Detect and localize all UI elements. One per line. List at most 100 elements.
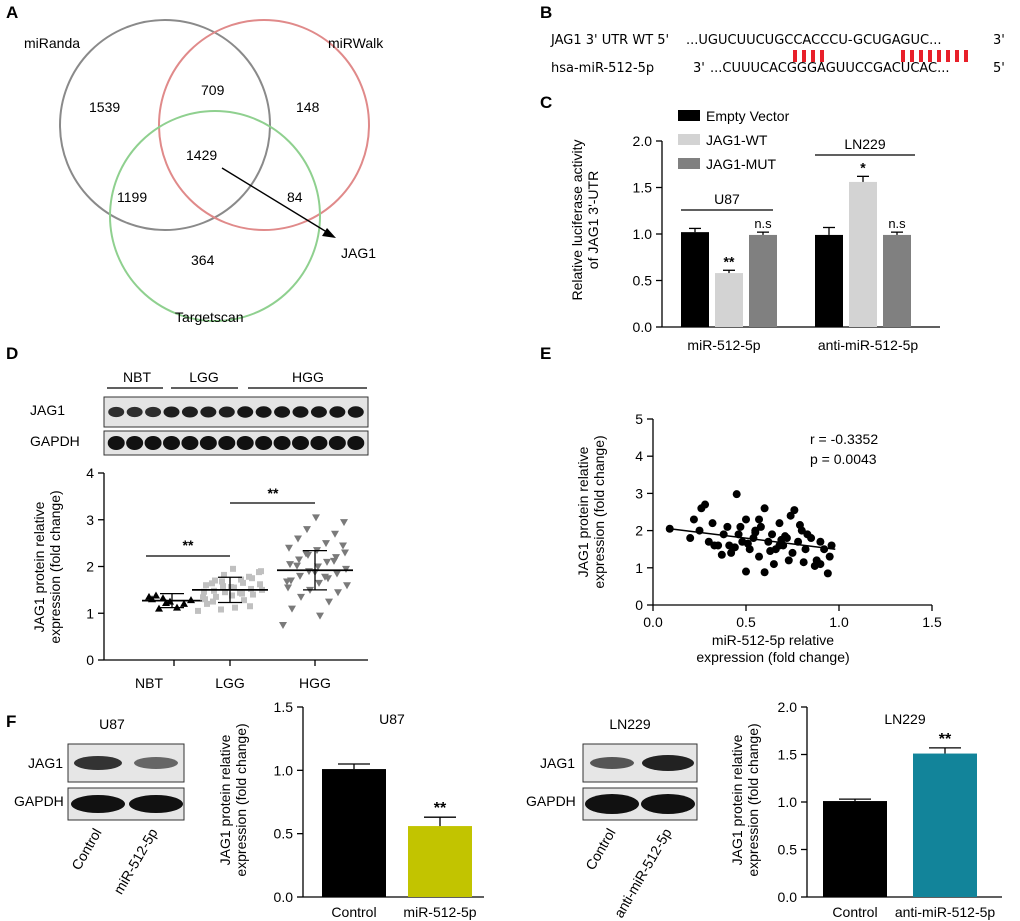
- chart-d-point-3-38: [283, 578, 291, 586]
- chart-d-point-3-8: [343, 582, 351, 590]
- chart-d-point-2-27: [247, 603, 253, 610]
- venn-circle-miranda: [59, 19, 271, 231]
- chart-d-point-3-19: [295, 556, 303, 564]
- chart-e-point-60: [755, 515, 764, 524]
- blot-d-jag1-band-3: [145, 406, 162, 418]
- chart-c-ytick-label-0: 0.0: [633, 319, 653, 335]
- chart-c-bar-2-2: [849, 181, 877, 327]
- blot-f1-row-jag1: JAG1: [28, 755, 63, 771]
- venn-diagram: miRanda miRWalk Targetscan 1539 709 148 …: [24, 19, 384, 325]
- chart-d-point-3-18: [323, 558, 331, 566]
- blot-f1-row-gapdh: GAPDH: [14, 793, 64, 809]
- chart-e-point-51: [751, 528, 760, 537]
- chart-e-xtick-label-3: 1.5: [922, 614, 942, 630]
- chart-e-point-9: [723, 522, 732, 531]
- blot-f2-title: LN229: [609, 716, 650, 732]
- chart-e-point-3: [689, 515, 698, 524]
- chart-d-point-2-23: [229, 592, 235, 599]
- chart-e-point-14: [742, 515, 750, 524]
- chart-e-point-20: [764, 537, 773, 546]
- chart-d-ytick-label-1: 1: [86, 605, 94, 621]
- chart-e-point-47: [795, 521, 804, 530]
- chart-e-correlation: JAG1 protein relative expression (fold c…: [575, 411, 942, 665]
- venn-label-targetscan: Targetscan: [175, 309, 243, 325]
- blot-d-jag1-band-10: [274, 406, 291, 418]
- chart-d-point-2-35: [218, 606, 224, 613]
- chart-c-bar-2-1: [815, 234, 843, 327]
- chart-f2-ytick-label-0: 0.0: [778, 889, 798, 905]
- chart-d-point-2-34: [246, 573, 252, 580]
- venn-circle-mirwalk: [158, 19, 370, 231]
- blot-f1-title: U87: [99, 716, 125, 732]
- blot-f2-lane-control: Control: [582, 826, 618, 873]
- pairing-mark-7: [919, 50, 923, 62]
- blot-d-group-hgg: HGG: [292, 369, 324, 385]
- blot-f2-band-jag1-control: [590, 757, 634, 769]
- chart-e-point-54: [816, 560, 825, 569]
- chart-c-category-1: miR-512-5p: [687, 337, 760, 353]
- chart-c-bar-2-3: [883, 234, 911, 327]
- chart-c-legend-label-1: Empty Vector: [706, 108, 790, 124]
- chart-d-point-2-3: [204, 600, 210, 607]
- chart-d-point-2-10: [203, 582, 209, 589]
- blot-d-jag1-strip: [103, 396, 369, 428]
- blot-d-gapdh-band-8: [236, 436, 254, 450]
- blot-d-gapdh-band-13: [328, 436, 346, 450]
- panel-letter-d: D: [6, 344, 18, 363]
- chart-e-point-30: [801, 545, 810, 554]
- chart-d-point-2-26: [210, 598, 216, 605]
- venn-count-miranda-mirwalk: 709: [201, 82, 225, 98]
- chart-e-ylabel-line2: expression (fold change): [591, 435, 607, 588]
- blot-d-gapdh-band-10: [273, 436, 291, 450]
- chart-e-ytick-label-3: 3: [635, 485, 643, 501]
- chart-e-xtick-label-2: 1.0: [829, 614, 849, 630]
- blot-d-group-nbt: NBT: [123, 369, 151, 385]
- chart-c-bar-1-1: [681, 232, 709, 327]
- chart-f2-ylabel-line1: JAG1 protein relative: [729, 734, 745, 865]
- chart-c-cellline-u87: U87: [714, 191, 740, 207]
- chart-e-ticks: 0 1 2 3 4 5 0.0 0.5 1.0 1.5: [635, 411, 942, 630]
- chart-d-point-3-30: [312, 514, 320, 522]
- chart-f1-ylabel-line2: expression (fold change): [233, 723, 249, 876]
- chart-d-point-3-34: [330, 557, 338, 565]
- blot-d-bands: [107, 406, 365, 450]
- pairing-mark-11: [955, 50, 959, 62]
- blot-d-gapdh-band-12: [310, 436, 328, 450]
- chart-d-point-1-7: [187, 596, 195, 604]
- chart-c-ytick-label-2: 1.0: [633, 226, 653, 242]
- chart-e-stat-p: p = 0.0043: [810, 451, 877, 467]
- chart-c-luciferase: Relative luciferase activity of JAG1 3'-…: [569, 108, 940, 353]
- chart-d-point-2-32: [237, 589, 243, 596]
- chart-d-point-1-9: [155, 604, 163, 612]
- base-pairing-marks: [793, 50, 968, 62]
- chart-e-point-22: [769, 560, 778, 569]
- chart-d-ytick-label-3: 3: [86, 512, 94, 528]
- chart-d-significance: ** **: [146, 485, 315, 557]
- blot-d-gapdh-band-9: [255, 436, 273, 450]
- chart-e-point-40: [756, 522, 765, 531]
- sequence-row2-seq: ...CUUUCACGGGAGUUCCGACUCAC...: [710, 61, 950, 76]
- chart-d-xtick-label-1: NBT: [135, 675, 163, 691]
- blot-d-gapdh-band-14: [347, 436, 365, 450]
- chart-f2-xtick-label-2: anti-miR-512-5p: [895, 904, 996, 920]
- chart-d-point-3-32: [321, 573, 329, 581]
- sequence-alignment: JAG1 3' UTR WT 5' ...UGUCUUCUGCCACCCU-GC…: [550, 33, 1005, 76]
- sequence-row1-end: 3': [993, 33, 1005, 48]
- chart-d-point-3-12: [296, 572, 304, 580]
- chart-d-ylabel-line2: expression (fold change): [47, 490, 63, 643]
- chart-e-ytick-label-1: 1: [635, 560, 643, 576]
- chart-d-point-1-6: [180, 599, 188, 607]
- chart-f1-ylabel-line1: JAG1 protein relative: [217, 734, 233, 865]
- chart-f2-ytick-label-1: 0.5: [778, 842, 798, 858]
- chart-d-point-1-10: [162, 598, 170, 606]
- chart-e-point-52: [766, 547, 775, 556]
- chart-e-point-45: [760, 568, 769, 577]
- venn-label-mirwalk: miRWalk: [328, 35, 384, 51]
- chart-e-point-6: [708, 519, 717, 528]
- chart-e-xtick-label-0: 0.0: [643, 614, 663, 630]
- chart-e-point-53: [790, 506, 799, 515]
- chart-d-point-3-20: [332, 554, 340, 562]
- chart-d-ytick-label-0: 0: [86, 652, 94, 668]
- chart-f1-ytick-label-1: 0.5: [274, 826, 294, 842]
- chart-d-point-2-4: [241, 597, 247, 604]
